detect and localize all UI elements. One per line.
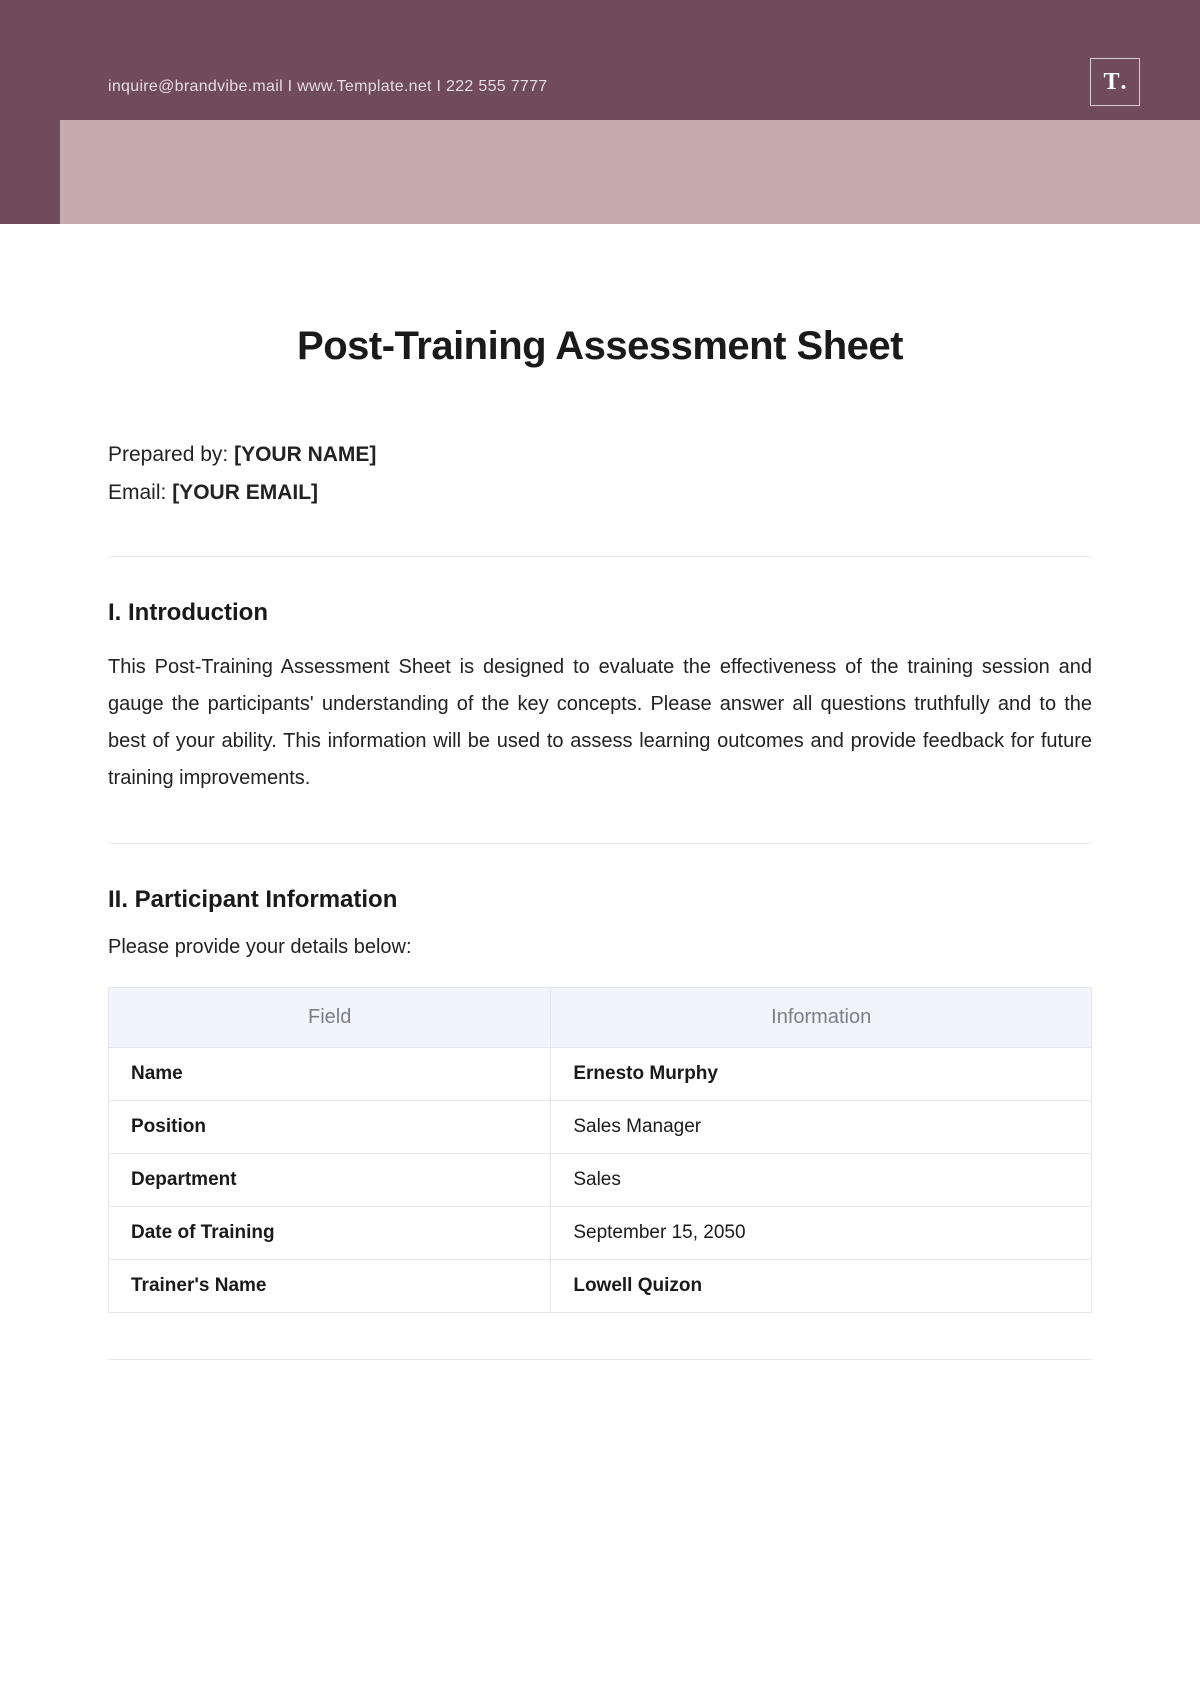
table-row: Date of TrainingSeptember 15, 2050 — [109, 1207, 1092, 1260]
table-cell-value: Ernesto Murphy — [551, 1048, 1092, 1101]
header-contact-text: inquire@brandvibe.mail I www.Template.ne… — [108, 78, 548, 96]
header-bar: inquire@brandvibe.mail I www.Template.ne… — [0, 0, 1200, 224]
table-row: DepartmentSales — [109, 1154, 1092, 1207]
table-row: PositionSales Manager — [109, 1101, 1092, 1154]
table-header-row: Field Information — [109, 988, 1092, 1048]
document-content: Post-Training Assessment Sheet Prepared … — [0, 224, 1200, 1442]
table-row: NameErnesto Murphy — [109, 1048, 1092, 1101]
brand-logo: T. — [1090, 58, 1140, 106]
prepared-by-value: [YOUR NAME] — [234, 443, 376, 466]
divider — [108, 1359, 1092, 1360]
table-cell-field: Department — [109, 1154, 551, 1207]
divider — [108, 556, 1092, 557]
table-cell-field: Trainer's Name — [109, 1260, 551, 1313]
header-accent-block — [60, 120, 1200, 224]
email-label: Email: — [108, 481, 172, 504]
section-1-body: This Post-Training Assessment Sheet is d… — [108, 649, 1092, 797]
participant-info-table: Field Information NameErnesto MurphyPosi… — [108, 987, 1092, 1313]
table-cell-value: Sales — [551, 1154, 1092, 1207]
table-cell-value: September 15, 2050 — [551, 1207, 1092, 1260]
page-title: Post-Training Assessment Sheet — [108, 324, 1092, 369]
table-header-field: Field — [109, 988, 551, 1048]
table-header-information: Information — [551, 988, 1092, 1048]
table-cell-value: Lowell Quizon — [551, 1260, 1092, 1313]
email-row: Email: [YOUR EMAIL] — [108, 475, 1092, 511]
section-2-subtext: Please provide your details below: — [108, 936, 1092, 959]
section-2-heading: II. Participant Information — [108, 886, 1092, 914]
table-row: Trainer's NameLowell Quizon — [109, 1260, 1092, 1313]
divider — [108, 843, 1092, 844]
email-value: [YOUR EMAIL] — [172, 481, 318, 504]
table-cell-field: Position — [109, 1101, 551, 1154]
table-cell-field: Date of Training — [109, 1207, 551, 1260]
prepared-by-label: Prepared by: — [108, 443, 234, 466]
logo-dot: . — [1121, 69, 1127, 96]
logo-letter: T — [1103, 69, 1119, 96]
section-1-heading: I. Introduction — [108, 599, 1092, 627]
table-cell-field: Name — [109, 1048, 551, 1101]
table-cell-value: Sales Manager — [551, 1101, 1092, 1154]
prepared-by-row: Prepared by: [YOUR NAME] — [108, 437, 1092, 473]
